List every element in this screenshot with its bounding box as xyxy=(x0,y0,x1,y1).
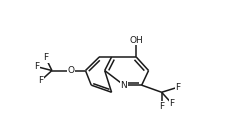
Text: F: F xyxy=(34,62,40,71)
Text: N: N xyxy=(121,81,127,90)
Text: F: F xyxy=(169,99,174,108)
Text: F: F xyxy=(38,76,43,85)
Text: F: F xyxy=(43,53,48,62)
Text: O: O xyxy=(67,66,74,75)
Text: OH: OH xyxy=(129,36,143,45)
Text: F: F xyxy=(159,102,164,111)
Text: F: F xyxy=(176,83,180,92)
